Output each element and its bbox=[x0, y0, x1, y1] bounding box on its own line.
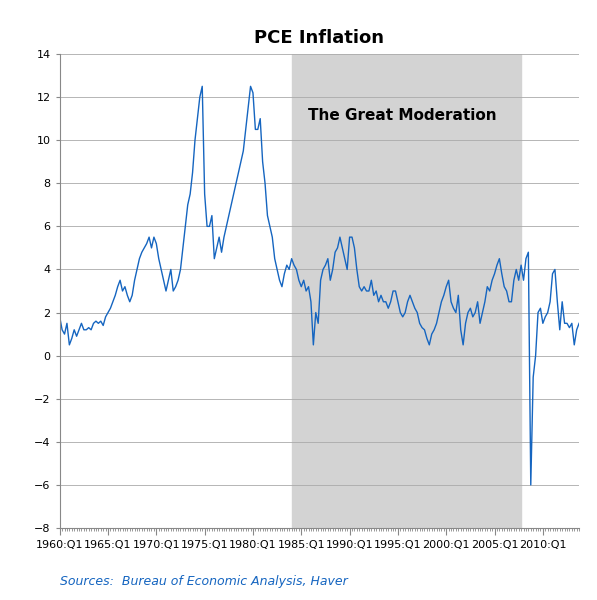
Text: Sources:  Bureau of Economic Analysis, Haver: Sources: Bureau of Economic Analysis, Ha… bbox=[60, 575, 347, 588]
Bar bbox=[291, 54, 521, 528]
Title: PCE Inflation: PCE Inflation bbox=[254, 29, 384, 47]
Text: The Great Moderation: The Great Moderation bbox=[309, 108, 497, 123]
